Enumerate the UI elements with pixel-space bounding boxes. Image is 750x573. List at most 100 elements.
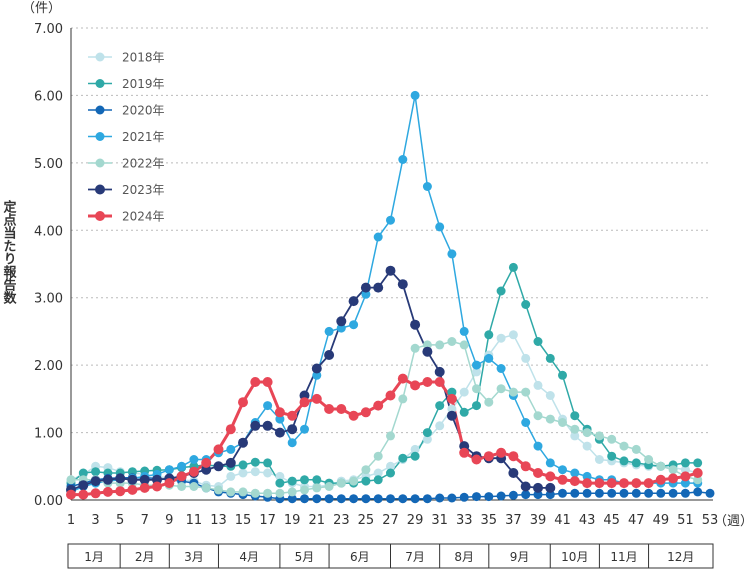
data-point [349,320,359,330]
data-point [349,494,359,504]
data-point [361,465,371,475]
data-point [472,401,481,411]
data-point [656,461,666,471]
month-label: 5月 [295,550,315,564]
data-point [496,333,506,343]
data-point [275,414,285,424]
data-point [705,488,715,498]
x-tick-label: 7 [141,513,149,528]
data-point [373,282,384,293]
data-point [189,482,199,491]
data-point [692,468,703,478]
data-point [643,478,654,489]
x-tick-label: 37 [505,513,522,528]
data-point [508,387,518,397]
y-tick-label: 5.00 [34,157,63,172]
data-point [508,262,518,272]
data-point [570,468,580,478]
y-tick-label: 2.00 [34,359,63,374]
data-point [312,494,322,504]
y-tick-label: 3.00 [34,292,63,307]
data-point [569,476,580,487]
data-point [336,404,347,414]
data-point [422,377,433,387]
x-tick-label: 31 [431,513,448,528]
month-label: 10月 [561,550,588,564]
data-point [213,444,224,455]
x-tick-label: 35 [481,513,498,528]
data-point [410,343,420,353]
data-point [680,471,691,482]
x-tick-label: 11 [186,513,203,528]
data-point [336,316,347,327]
data-point [226,487,236,497]
data-point [533,380,543,390]
data-point [435,493,445,503]
data-point [558,370,567,380]
data-point [336,323,346,333]
data-point [177,461,187,471]
x-tick-label: 23 [333,513,350,528]
data-point [520,481,531,492]
month-label: 4月 [239,550,259,564]
data-point [582,478,593,489]
data-point [594,431,604,441]
legend-label: 2018年 [122,51,165,65]
data-point [90,488,101,499]
data-point [434,366,445,377]
y-tick-label: 7.00 [34,22,63,37]
data-point [410,380,421,391]
data-point [607,434,617,444]
x-tick-label: 39 [530,513,547,528]
data-point [668,473,679,484]
data-point [496,447,507,458]
data-point [410,444,420,454]
legend-marker [95,184,105,195]
legend-marker [95,132,105,141]
data-point [533,441,543,451]
data-point [472,384,481,394]
data-point [373,400,384,411]
legend-label: 2022年 [122,157,165,171]
data-point [496,364,506,373]
data-point [139,482,150,493]
data-point [115,473,126,484]
data-point [287,410,298,421]
data-point [435,421,445,431]
data-point [422,340,432,350]
data-point [398,453,408,463]
data-point [484,492,494,502]
data-point [644,455,654,464]
data-point [472,360,481,370]
data-point [472,492,481,502]
data-point [668,465,678,475]
data-point [300,475,309,485]
data-point [410,451,420,461]
data-point [324,494,334,504]
data-point [459,447,470,458]
data-point [607,451,617,461]
legend-label: 2019年 [122,77,165,91]
x-tick-label: 41 [554,513,571,528]
data-point [459,407,469,417]
data-point [582,428,592,438]
data-point [66,475,76,485]
data-point [558,488,567,498]
data-point [201,483,211,493]
data-point [668,488,678,498]
data-point [594,455,604,464]
month-label: 3月 [184,550,204,564]
data-point [558,465,567,475]
data-point [226,444,236,454]
data-point [496,286,506,296]
data-point [91,467,101,477]
x-tick-label: 21 [308,513,325,528]
data-point [508,468,519,478]
data-point [188,466,199,477]
data-point [545,391,555,400]
data-point [422,346,433,357]
data-point [250,457,260,467]
data-point [484,397,494,407]
month-label: 11月 [610,550,637,564]
data-point [496,491,506,501]
